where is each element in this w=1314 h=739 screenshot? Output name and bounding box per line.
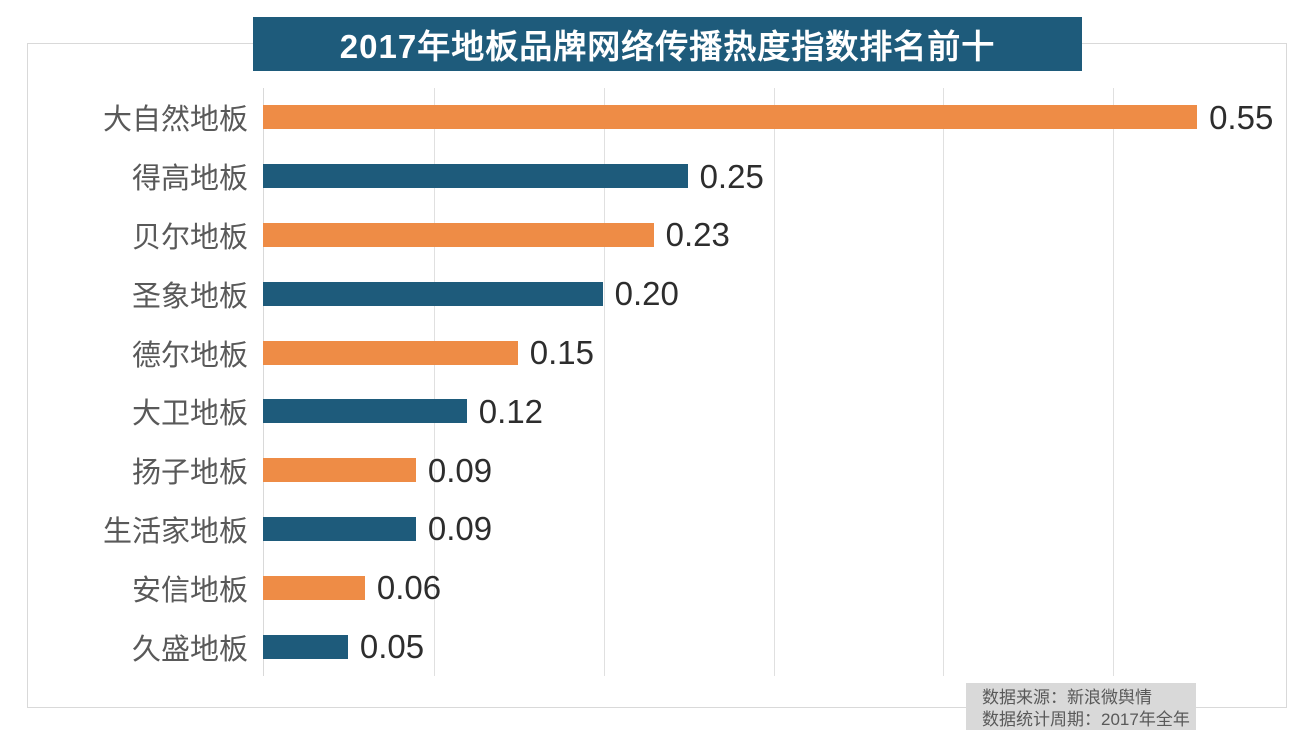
bar-track: 0.20 bbox=[263, 264, 1282, 323]
value-label: 0.15 bbox=[529, 334, 594, 372]
bar-row: 生活家地板 0.09 bbox=[27, 500, 1282, 559]
bar-track: 0.25 bbox=[263, 147, 1282, 206]
bar-track: 0.06 bbox=[263, 558, 1282, 617]
bar-row: 得高地板 0.25 bbox=[27, 147, 1282, 206]
source-line-1: 数据来源：新浪微舆情 bbox=[982, 688, 1152, 707]
value-label: 0.12 bbox=[478, 392, 544, 430]
gridline bbox=[433, 88, 435, 676]
gridline bbox=[603, 88, 605, 676]
bar bbox=[263, 634, 348, 659]
value-label: 0.55 bbox=[1209, 98, 1274, 136]
bar bbox=[263, 575, 365, 600]
bar-row: 安信地板 0.06 bbox=[27, 558, 1282, 617]
bar-rows: 大自然地板 0.55 得高地板 0.25 贝尔地板 0.23 圣象地板 0.20 德尔地板 0.1… bbox=[27, 88, 1282, 676]
category-label: 得高地板 bbox=[131, 163, 248, 196]
bar bbox=[263, 340, 518, 365]
bar-track: 0.15 bbox=[263, 323, 1282, 382]
value-label: 0.25 bbox=[699, 157, 764, 195]
bar-track: 0.12 bbox=[263, 382, 1282, 441]
bar-row: 久盛地板 0.05 bbox=[27, 617, 1282, 676]
category-label: 圣象地板 bbox=[131, 280, 248, 313]
value-label: 0.23 bbox=[665, 216, 730, 254]
category-label: 扬子地板 bbox=[131, 457, 248, 490]
bar-track: 0.09 bbox=[263, 441, 1282, 500]
gridline bbox=[943, 88, 945, 676]
bar-row: 圣象地板 0.20 bbox=[27, 264, 1282, 323]
gridline bbox=[1113, 88, 1115, 676]
value-label: 0.05 bbox=[359, 628, 425, 666]
gridline bbox=[773, 88, 775, 676]
bar bbox=[263, 164, 688, 189]
category-label: 贝尔地板 bbox=[131, 221, 248, 254]
bar bbox=[263, 399, 467, 424]
chart-frame bbox=[27, 43, 1287, 708]
bar-row: 扬子地板 0.09 bbox=[27, 441, 1282, 500]
bar-row: 贝尔地板 0.23 bbox=[27, 206, 1282, 265]
grid-layer bbox=[263, 88, 1283, 676]
category-label: 生活家地板 bbox=[102, 515, 248, 548]
category-label: 久盛地板 bbox=[131, 633, 248, 666]
bar bbox=[263, 105, 1198, 130]
source-note: 数据来源：新浪微舆情 数据统计周期：2017年全年 bbox=[966, 683, 1196, 730]
bar bbox=[263, 222, 654, 247]
bar-track: 0.05 bbox=[263, 617, 1282, 676]
chart-title-banner: 2017年地板品牌网络传播热度指数排名前十 bbox=[253, 17, 1082, 71]
value-label: 0.09 bbox=[427, 451, 493, 489]
bar-row: 大卫地板 0.12 bbox=[27, 382, 1282, 441]
category-label: 德尔地板 bbox=[131, 339, 248, 372]
category-label: 大自然地板 bbox=[102, 104, 248, 137]
value-label: 0.06 bbox=[376, 569, 442, 607]
value-label: 0.20 bbox=[614, 275, 679, 313]
bar-track: 0.23 bbox=[263, 206, 1282, 265]
bar-track: 0.09 bbox=[263, 500, 1282, 559]
bar bbox=[263, 516, 416, 541]
value-label: 0.09 bbox=[427, 510, 493, 548]
bar bbox=[263, 281, 603, 306]
bar-row: 德尔地板 0.15 bbox=[27, 323, 1282, 382]
category-label: 安信地板 bbox=[131, 574, 248, 607]
bar-track: 0.55 bbox=[263, 88, 1282, 147]
bar bbox=[263, 458, 416, 483]
source-line-2: 数据统计周期：2017年全年 bbox=[982, 710, 1190, 729]
category-label: 大卫地板 bbox=[131, 398, 248, 431]
plot-area: 大自然地板 0.55 得高地板 0.25 贝尔地板 0.23 圣象地板 0.20 德尔地板 0.1… bbox=[27, 88, 1282, 676]
chart-title: 2017年地板品牌网络传播热度指数排名前十 bbox=[339, 28, 996, 65]
bar-row: 大自然地板 0.55 bbox=[27, 88, 1282, 147]
